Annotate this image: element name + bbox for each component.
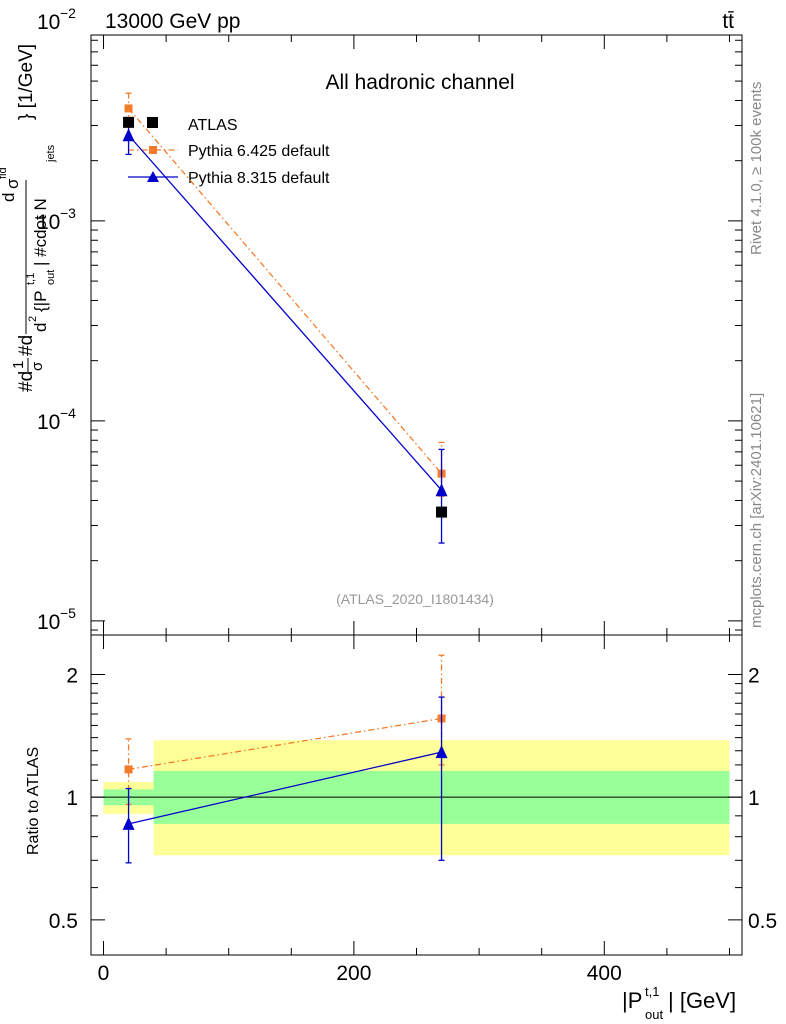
legend: ATLAS Pythia 6.425 default Pythia 8.315 … [128, 117, 330, 187]
xlabel-sub: out [645, 1007, 663, 1022]
ratio-y-tick-label-right: 0.5 [748, 910, 777, 933]
ylabel-den-jets: jets [45, 144, 57, 163]
ratio-pythia8-line [128, 751, 442, 825]
main-y-tick-label: 10 −5 [37, 605, 76, 634]
ratio-y-tick-label-right: 2 [748, 664, 760, 687]
ratio-y-tick-label-left: 1 [66, 787, 78, 810]
process-label: tt̄ [722, 10, 734, 33]
ylabel-den-cdot: | #cdot N [31, 198, 50, 266]
main-atlas-point [123, 116, 135, 128]
ratio-data-layer [122, 654, 448, 864]
ratio-y-ticks: 0.5 0.5 1 1 2 2 [49, 664, 777, 932]
ratio-pythia6-line [128, 717, 442, 771]
main-y-ticks: 10−210−310−410−5 [37, 5, 742, 634]
main-y-tick-label: 10 −3 [37, 205, 76, 234]
legend-pythia6-label: Pythia 6.425 default [188, 143, 330, 160]
main-pythia8-line [128, 134, 443, 491]
y-tick-exponent: −2 [60, 5, 76, 21]
y-tick-base: 10 [37, 11, 60, 34]
ylabel-den-2: 2 [27, 316, 39, 322]
xlabel-base: |P [622, 988, 642, 1013]
y-tick-exponent: −4 [60, 405, 76, 421]
ratio-x-ticks: 0 200 400 [98, 635, 730, 985]
ylabel-den-t1: t,1 [25, 273, 37, 285]
main-pythia8-point [435, 483, 448, 497]
main-pythia6-point [124, 104, 133, 113]
ylabel-tail: } [1/GeV] [16, 44, 37, 120]
ylabel-num-fid: fid [0, 167, 9, 179]
ylabel-den-p: {|P [31, 291, 50, 312]
ratio-y-axis-label: Ratio to ATLAS [25, 747, 42, 855]
xlabel-tail: | [GeV] [668, 988, 736, 1013]
x-tick-label: 400 [587, 962, 622, 985]
ratio-pythia8-point [122, 816, 135, 830]
ylabel-den-out: out [45, 270, 57, 285]
main-pythia6-line [128, 108, 443, 475]
x-axis-label: |P t,1 out | [GeV] [622, 984, 736, 1022]
ylabel-hash-d-2: #d [16, 335, 37, 356]
main-x-ticks [103, 35, 730, 635]
ylabel-num-d: d [0, 193, 18, 202]
ratio-y-tick-label-left: 0.5 [49, 910, 78, 933]
legend-atlas-marker [147, 117, 158, 128]
y-tick-exponent: −3 [60, 205, 76, 221]
ylabel-frac-den-1: σ [29, 361, 46, 371]
mcplots-label: mcplots.cern.ch [arXiv:2401.10621] [748, 393, 765, 628]
legend-atlas-label: ATLAS [188, 117, 238, 134]
ylabel-hash-d-1: #d [16, 371, 37, 392]
y-tick-base: 10 [37, 211, 60, 234]
rivet-version-label: Rivet 4.1.0, ≥ 100k events [748, 82, 765, 255]
energy-label: 13000 GeV pp [105, 10, 240, 33]
ratio-y-tick-label-right: 1 [748, 787, 760, 810]
ratio-y-tick-label-left: 2 [66, 664, 78, 687]
main-title: All hadronic channel [325, 71, 514, 94]
main-pythia8-point [122, 128, 135, 142]
xlabel-sup: t,1 [645, 984, 659, 999]
x-tick-label: 0 [98, 962, 110, 985]
ylabel-num-sigma: σ [3, 178, 22, 189]
legend-pythia8-label: Pythia 8.315 default [188, 170, 330, 187]
main-y-axis-label: #d 1 σ #d d σ fid d 2 {|P t,1 out | #cdo… [0, 44, 57, 392]
y-tick-exponent: −5 [60, 605, 76, 621]
analysis-watermark: (ATLAS_2020_I1801434) [336, 591, 494, 607]
legend-pythia8-marker [147, 171, 159, 182]
main-y-tick-label: 10 −4 [37, 405, 76, 434]
main-atlas-point [436, 506, 448, 518]
main-y-tick-label: 10 −2 [37, 5, 76, 34]
ylabel-frac-num-1: 1 [10, 361, 27, 369]
x-tick-label: 200 [336, 962, 371, 985]
main-data-layer [122, 92, 448, 544]
y-tick-base: 10 [37, 611, 60, 634]
ratio-pythia8-point [435, 745, 448, 759]
legend-pythia6-marker [149, 146, 157, 154]
ylabel-den-d: d [31, 323, 50, 332]
ratio-pythia6-point [124, 765, 133, 774]
y-tick-base: 10 [37, 411, 60, 434]
